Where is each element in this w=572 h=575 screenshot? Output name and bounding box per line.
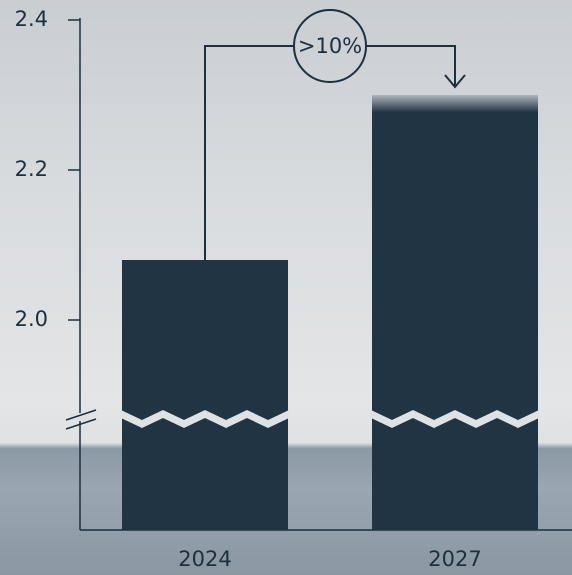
bar: [122, 260, 288, 530]
axis-break-gap: [70, 413, 90, 421]
y-tick-label: 2.4: [15, 7, 48, 31]
axis-break-mark: [65, 409, 97, 421]
axis-break: [371, 410, 539, 428]
y-tick-label: 2.2: [15, 157, 48, 181]
y-tick-label: 2.0: [15, 307, 48, 331]
connector: [204, 45, 294, 260]
axis-break: [121, 410, 289, 428]
x-tick-label: 2027: [428, 547, 481, 571]
annotation-circle: [293, 9, 367, 83]
connector: [366, 45, 456, 87]
bar: [372, 95, 538, 530]
x-tick-label: 2024: [178, 547, 231, 571]
axis-break-mark: [65, 418, 97, 430]
arrow-head: [444, 74, 466, 89]
annotation: >10%: [298, 34, 362, 58]
